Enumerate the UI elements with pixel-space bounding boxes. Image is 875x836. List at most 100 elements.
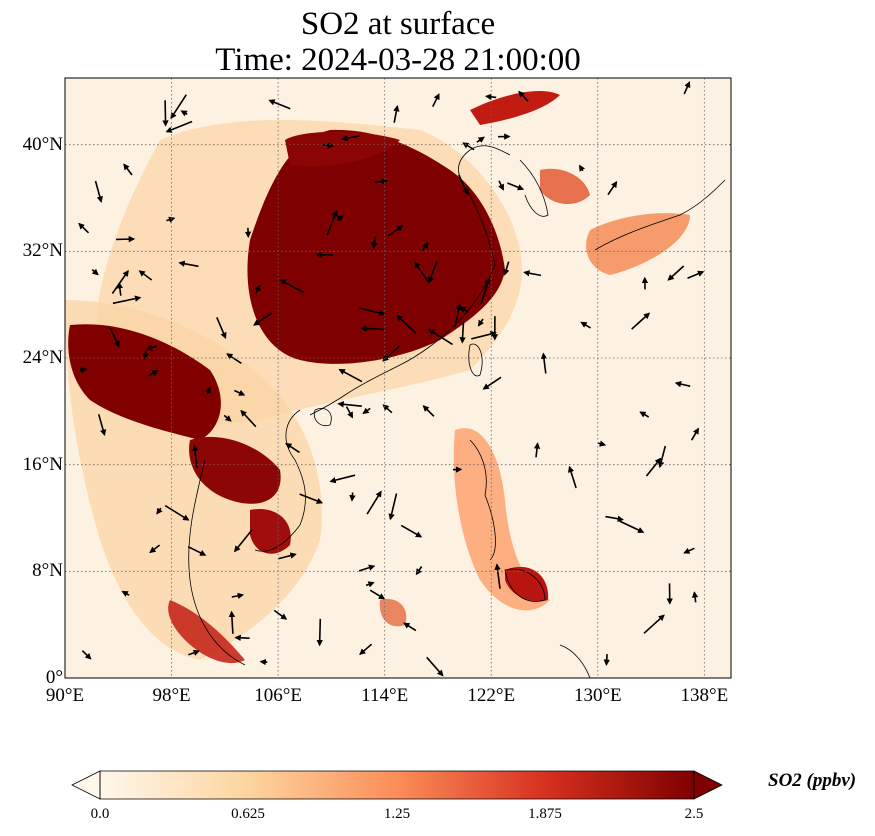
- wind-arrow: [454, 303, 462, 328]
- lon-tick-label: 114°E: [361, 685, 409, 706]
- colorbar-tick: 0.0: [90, 806, 110, 822]
- wind-arrow: [607, 181, 618, 196]
- colorbar-label: SO2 (ppbv): [768, 770, 857, 791]
- colorbar-extend-min: [71, 770, 101, 800]
- wind-arrow: [166, 216, 176, 223]
- wind-arrow: [268, 99, 291, 110]
- wind-arrow: [683, 81, 691, 95]
- wind-arrow: [403, 622, 417, 632]
- wind-arrow: [580, 321, 591, 329]
- wind-arrow: [619, 520, 645, 533]
- colorbar-tick: 1.875: [528, 806, 562, 822]
- wind-arrow: [162, 100, 169, 127]
- wind-arrow: [178, 260, 199, 268]
- wind-arrow: [426, 656, 444, 677]
- wind-arrow: [337, 401, 362, 408]
- wind-arrow: [145, 344, 158, 351]
- wind-arrow: [123, 163, 133, 176]
- wind-arrow: [316, 618, 323, 647]
- wind-arrow: [79, 367, 88, 374]
- wind-arrow: [540, 352, 548, 374]
- wind-arrow: [518, 90, 529, 102]
- wind-arrow: [81, 650, 92, 660]
- wind-arrow: [149, 544, 161, 554]
- lat-tick-label: 16°N: [22, 453, 63, 475]
- wind-arrow: [116, 282, 124, 296]
- wind-arrow: [393, 104, 400, 123]
- wind-arrow: [259, 658, 268, 666]
- wind-arrow: [567, 465, 577, 489]
- map-frame: [64, 77, 732, 679]
- lat-tick-label: 8°N: [32, 560, 63, 582]
- wind-arrow: [507, 182, 525, 191]
- wind-arrow: [387, 225, 404, 237]
- wind-arrow: [234, 389, 246, 396]
- wind-arrow: [191, 444, 199, 468]
- wind-arrow: [340, 135, 361, 142]
- wind-arrow: [400, 524, 423, 538]
- wind-arrow: [459, 321, 466, 344]
- colorbar-tick: 1.25: [383, 806, 411, 822]
- gridlines: [65, 78, 731, 678]
- wind-arrow: [97, 414, 107, 437]
- wind-arrow: [233, 529, 253, 553]
- wind-arrow: [216, 316, 227, 339]
- wind-arrow: [299, 493, 324, 504]
- wind-arrow: [369, 589, 386, 600]
- wind-arrow: [365, 581, 375, 588]
- wind-arrow: [579, 164, 586, 172]
- wind-arrow: [374, 178, 389, 185]
- lon-tick-label: 122°E: [467, 685, 516, 706]
- wind-arrow: [427, 261, 438, 284]
- lat-tick-label: 40°N: [22, 133, 63, 155]
- wind-arrow: [78, 222, 90, 234]
- wind-arrow: [683, 547, 695, 554]
- wind-arrow: [415, 566, 423, 576]
- wind-arrow: [480, 277, 491, 305]
- wind-arrow: [156, 507, 163, 515]
- wind-arrow: [462, 142, 475, 151]
- wind-arrow: [362, 407, 371, 415]
- wind-arrow: [476, 136, 485, 143]
- wind-arrow: [121, 590, 130, 597]
- lat-tick-label: 24°N: [22, 347, 63, 368]
- map-title: SO2 at surface: [300, 6, 496, 42]
- wind-arrow: [147, 369, 159, 377]
- wind-arrow: [523, 270, 542, 277]
- so2-field: [65, 78, 731, 678]
- wind-vectors: [78, 81, 705, 677]
- wind-arrow: [371, 236, 378, 249]
- lon-tick-label: 98°E: [152, 685, 191, 706]
- colorbar-gradient: [100, 771, 694, 799]
- wind-arrow: [164, 504, 190, 521]
- wind-arrow: [485, 93, 497, 101]
- wind-arrow: [396, 314, 417, 334]
- wind-arrow: [691, 591, 699, 603]
- colorbar-tick: 2.5: [684, 806, 704, 822]
- wind-arrow: [338, 368, 363, 383]
- wind-arrow: [597, 440, 607, 447]
- lon-tick-label: 106°E: [254, 685, 302, 706]
- wind-arrow: [359, 307, 386, 317]
- wind-arrow: [420, 241, 429, 253]
- wind-arrow: [273, 609, 288, 620]
- wind-arrow: [503, 261, 510, 276]
- wind-arrow: [180, 110, 188, 117]
- wind-arrow: [228, 610, 236, 634]
- wind-arrow: [359, 643, 373, 656]
- wind-arrow: [109, 327, 120, 348]
- wind-arrow: [533, 442, 541, 458]
- wind-arrow: [645, 457, 662, 477]
- lon-tick-label: 90°E: [45, 685, 85, 706]
- wind-arrow: [278, 552, 297, 560]
- wind-arrow: [687, 270, 705, 279]
- wind-arrow: [427, 328, 453, 346]
- lon-tick-label: 130°E: [573, 685, 622, 706]
- wind-arrow: [329, 474, 356, 484]
- wind-arrow: [498, 180, 505, 191]
- colorbar-extend-max: [693, 770, 723, 800]
- wind-arrow: [240, 409, 257, 428]
- wind-arrow: [482, 376, 502, 390]
- wind-arrow: [345, 406, 354, 419]
